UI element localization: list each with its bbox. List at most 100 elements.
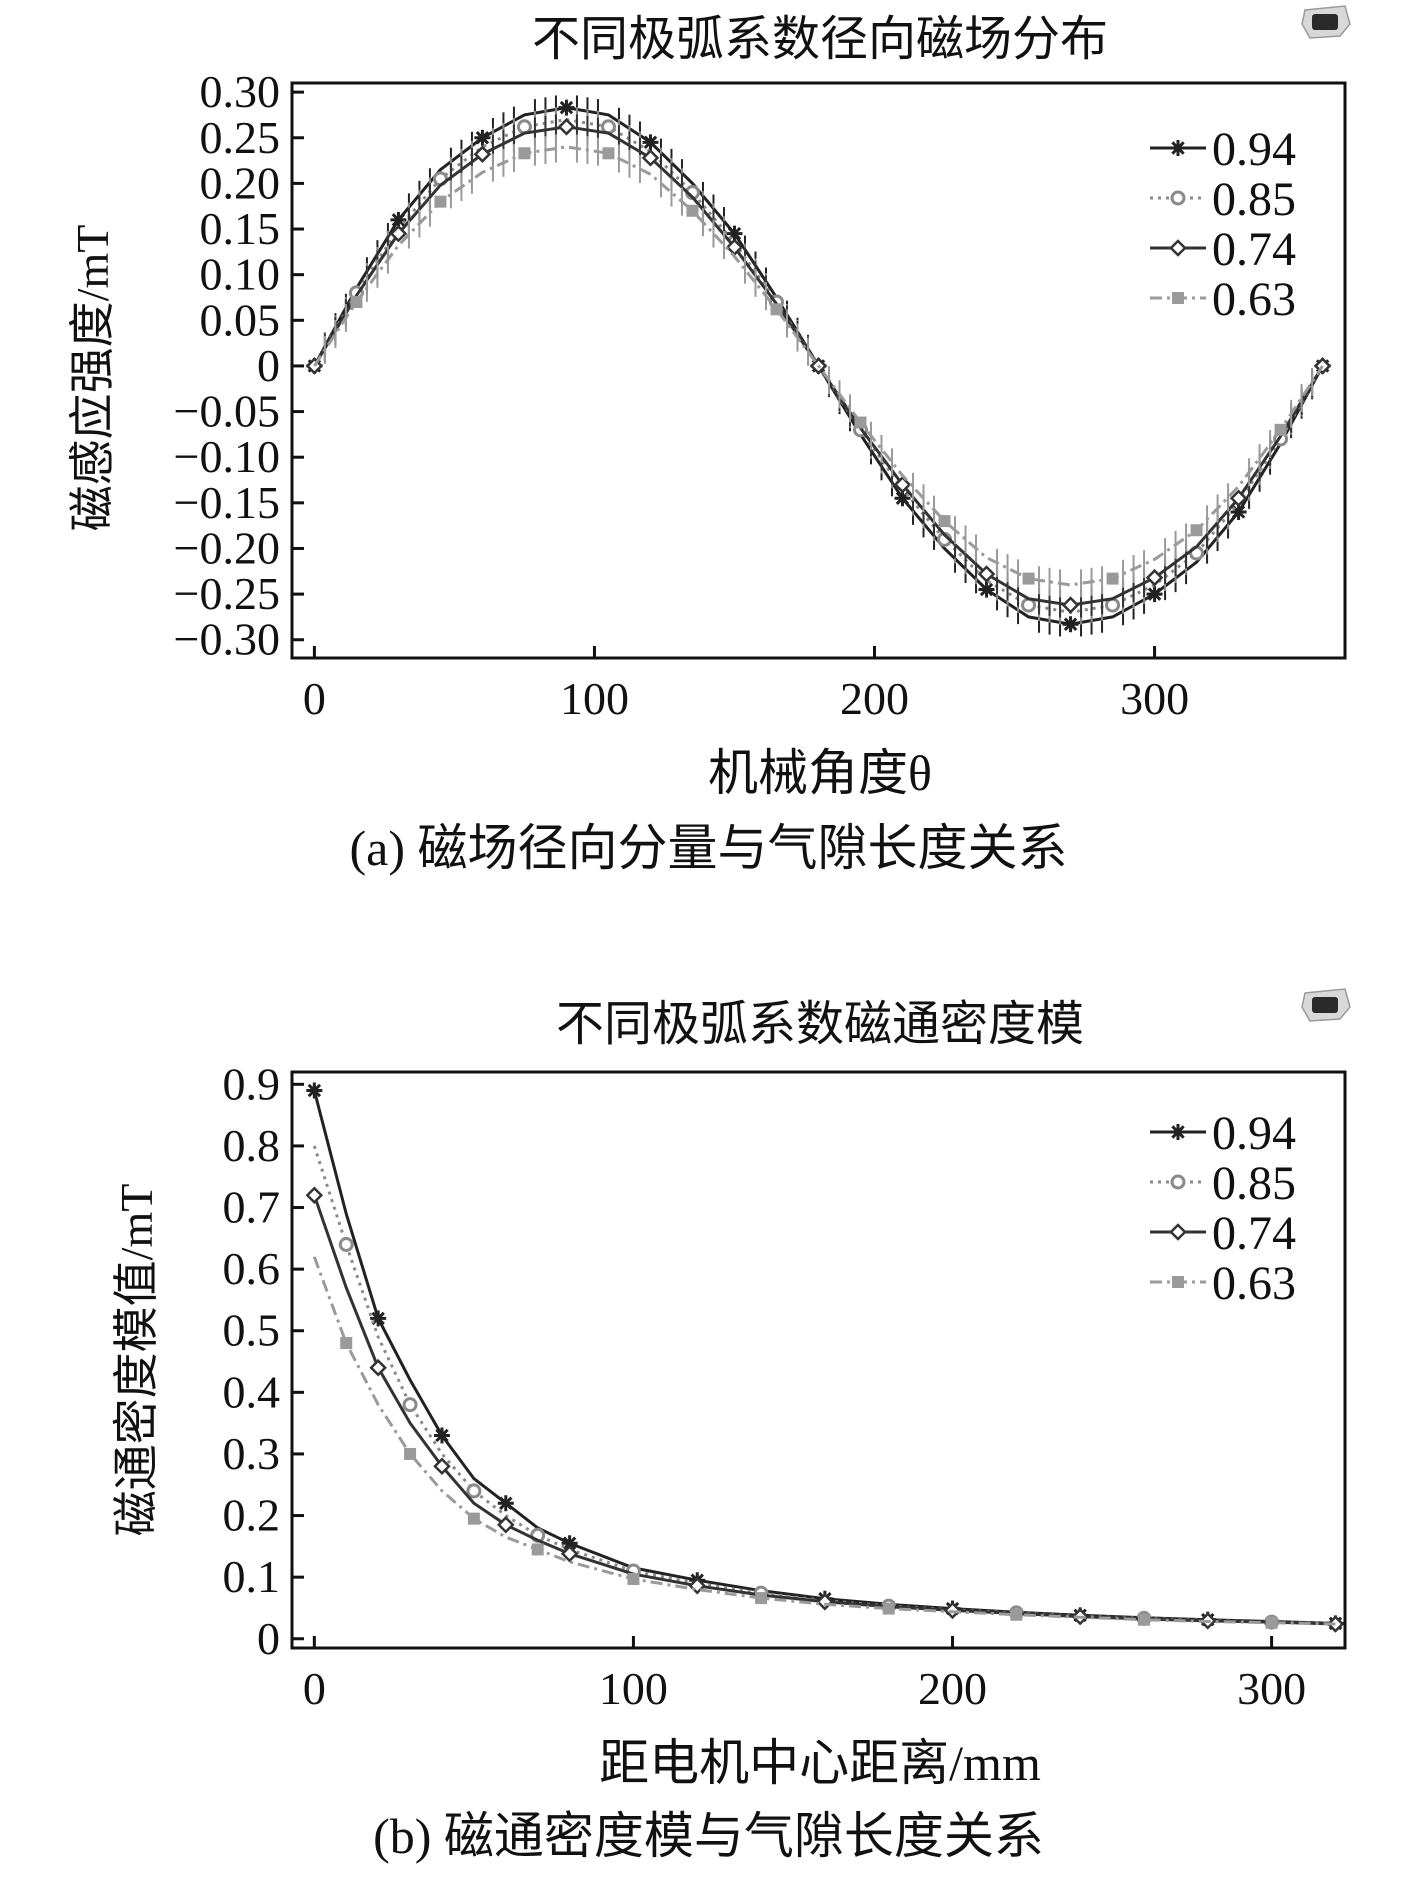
data-point (474, 129, 491, 146)
series-markers-0.85 (338, 1236, 1280, 1630)
data-point (305, 1186, 324, 1204)
x-tick-label: 0 (303, 673, 326, 724)
legend-marker-0.74 (1169, 1223, 1187, 1241)
data-point (1274, 423, 1287, 436)
y-tick-label: 0 (257, 1613, 280, 1664)
series-line-0.94 (312, 1090, 1336, 1625)
x-tick-label: 100 (599, 1663, 668, 1714)
y-tick-label: 0 (257, 340, 280, 391)
plot-frame (290, 1070, 1347, 1650)
data-point (641, 149, 660, 167)
data-point (978, 581, 995, 598)
chart-b-legend: 0.940.850.740.63 (1150, 1107, 1296, 1310)
legend-marker-0.63 (1172, 292, 1184, 304)
data-point (466, 1483, 482, 1499)
data-point (473, 145, 492, 163)
legend-label-0.85: 0.85 (1212, 173, 1296, 226)
data-point (816, 1593, 834, 1611)
x-tick-label: 300 (1120, 673, 1189, 724)
data-point (1137, 1613, 1150, 1626)
data-point (1106, 572, 1119, 585)
y-tick-label: 0.20 (200, 157, 281, 208)
data-point (557, 118, 576, 136)
chart-b-x-ticks: 0 100 200 300 (303, 1636, 1306, 1714)
y-tick-label: −0.05 (174, 386, 280, 437)
legend-marker-0.94 (1170, 140, 1186, 156)
y-tick-label: 0.4 (223, 1366, 281, 1417)
legend-marker-0.85 (1170, 190, 1186, 206)
monitor-icon (1312, 997, 1338, 1013)
data-point (627, 1573, 640, 1586)
data-point (518, 147, 531, 160)
data-point (497, 1495, 514, 1512)
x-tick-label: 0 (303, 1663, 326, 1714)
data-point (642, 134, 659, 151)
data-point (516, 119, 532, 135)
data-point (404, 1447, 417, 1460)
data-point (306, 1082, 323, 1099)
y-tick-label: 0.1 (223, 1551, 281, 1602)
y-tick-label: 0.3 (223, 1428, 281, 1479)
y-tick-label: 0.8 (223, 1120, 281, 1171)
y-tick-label: 0.15 (200, 203, 281, 254)
data-point (338, 1236, 354, 1252)
series-ripple-0.63 (323, 134, 1314, 598)
chart-b-y-ticks: 0.9 0.8 0.7 0.6 0.5 0.4 0.3 0.2 0.1 0 (223, 1058, 304, 1664)
data-point (1021, 597, 1037, 613)
y-tick-label: 0.10 (200, 249, 281, 300)
chart-b-axes (290, 1070, 1347, 1650)
chart-a-xlabel: 机械角度θ (708, 745, 932, 801)
chart-b-corner-icon (1301, 988, 1351, 1022)
data-point (1326, 1615, 1345, 1633)
chart-radial-field: 不同极弧系数径向磁场分布 0.300.250.200.150.100.050−0… (67, 5, 1351, 801)
data-point (1229, 489, 1248, 508)
data-point (560, 1544, 579, 1563)
legend-label-0.85: 0.85 (1212, 1157, 1296, 1210)
data-point (389, 224, 408, 243)
legend-marker-0.63 (1172, 1276, 1184, 1288)
data-point (434, 195, 447, 208)
data-point (1146, 586, 1163, 603)
series-markers-0.63 (350, 147, 1287, 585)
data-point (1190, 524, 1203, 537)
data-point (531, 1543, 544, 1556)
legend-label-0.74: 0.74 (1212, 1207, 1296, 1260)
legend-label-0.74: 0.74 (1212, 223, 1296, 276)
data-point (1022, 572, 1035, 585)
chart-a-caption: (a) 磁场径向分量与气隙长度关系 (349, 820, 1068, 876)
series-markers-0.94 (306, 1082, 1344, 1632)
data-point (558, 99, 575, 116)
chart-flux-density: 不同极弧系数磁通密度模 0.90.80.70.60.50.40.30.20.10… (111, 988, 1351, 1791)
legend-marker-0.94 (1170, 1124, 1186, 1140)
chart-b-plot-area (305, 1082, 1345, 1633)
data-point (882, 1602, 895, 1615)
chart-a-corner-icon (1301, 5, 1351, 39)
y-tick-label: −0.10 (174, 431, 280, 482)
monitor-icon (1312, 14, 1338, 30)
y-tick-label: −0.20 (174, 522, 280, 573)
y-tick-label: −0.25 (174, 568, 280, 619)
chart-a-y-ticks: 0.300.250.200.150.100.050−0.05−0.10−0.15… (174, 66, 304, 665)
series-line-0.74 (312, 1194, 1336, 1626)
chart-b-xlabel: 距电机中心距离/mm (599, 1735, 1041, 1791)
chart-a-legend: 0.940.850.740.63 (1150, 123, 1296, 326)
legend-label-0.63: 0.63 (1212, 1257, 1296, 1310)
y-tick-label: 0.5 (223, 1305, 281, 1356)
data-point (1062, 616, 1079, 633)
legend-label-0.94: 0.94 (1212, 123, 1296, 176)
series-markers-0.74 (305, 1186, 1345, 1633)
y-tick-label: 0.2 (223, 1490, 281, 1541)
legend-label-0.94: 0.94 (1212, 1107, 1296, 1160)
data-point (686, 204, 699, 217)
x-tick-label: 100 (560, 673, 629, 724)
data-point (370, 1310, 387, 1327)
data-point (600, 119, 616, 135)
data-point (938, 515, 951, 528)
chart-a-title: 不同极弧系数径向磁场分布 (532, 13, 1108, 66)
data-point (402, 1397, 418, 1413)
y-tick-label: 0.7 (223, 1182, 281, 1233)
data-point (1145, 568, 1164, 587)
data-point (977, 565, 996, 583)
y-tick-label: 0.30 (200, 66, 281, 117)
